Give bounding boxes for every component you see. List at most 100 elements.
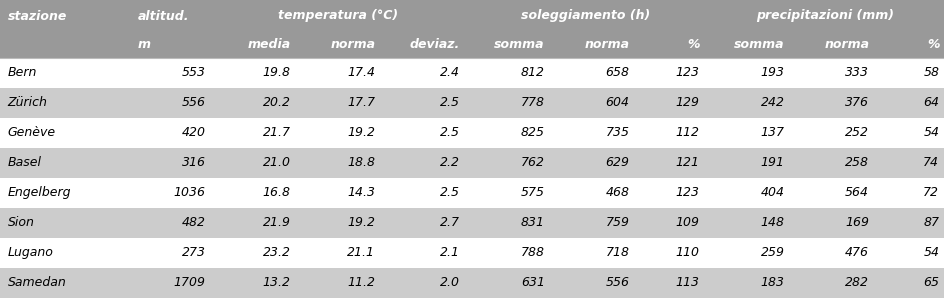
Text: 191: 191 bbox=[760, 156, 784, 170]
Text: temperatura (°C): temperatura (°C) bbox=[278, 10, 398, 23]
Bar bbox=[0, 32, 944, 58]
Text: 825: 825 bbox=[520, 126, 545, 139]
Bar bbox=[0, 88, 944, 118]
Text: 13.2: 13.2 bbox=[262, 277, 290, 289]
Text: 58: 58 bbox=[922, 66, 938, 80]
Text: Bern: Bern bbox=[8, 66, 37, 80]
Text: 420: 420 bbox=[181, 126, 206, 139]
Text: 468: 468 bbox=[605, 187, 629, 199]
Bar bbox=[0, 118, 944, 148]
Text: 129: 129 bbox=[675, 97, 699, 109]
Text: 137: 137 bbox=[760, 126, 784, 139]
Text: 123: 123 bbox=[675, 66, 699, 80]
Text: 718: 718 bbox=[605, 246, 629, 260]
Text: 735: 735 bbox=[605, 126, 629, 139]
Text: Sion: Sion bbox=[8, 217, 34, 229]
Text: 17.4: 17.4 bbox=[346, 66, 375, 80]
Text: 2.5: 2.5 bbox=[440, 126, 460, 139]
Text: 2.2: 2.2 bbox=[440, 156, 460, 170]
Text: 333: 333 bbox=[844, 66, 868, 80]
Bar bbox=[0, 268, 944, 298]
Text: 1036: 1036 bbox=[174, 187, 206, 199]
Text: 21.1: 21.1 bbox=[346, 246, 375, 260]
Text: %: % bbox=[926, 38, 938, 52]
Text: Basel: Basel bbox=[8, 156, 42, 170]
Text: 169: 169 bbox=[844, 217, 868, 229]
Text: 54: 54 bbox=[922, 126, 938, 139]
Text: 2.5: 2.5 bbox=[440, 97, 460, 109]
Text: 123: 123 bbox=[675, 187, 699, 199]
Text: 482: 482 bbox=[181, 217, 206, 229]
Bar bbox=[0, 58, 944, 88]
Text: 556: 556 bbox=[605, 277, 629, 289]
Text: 183: 183 bbox=[760, 277, 784, 289]
Text: 759: 759 bbox=[605, 217, 629, 229]
Text: altitud.: altitud. bbox=[138, 10, 189, 23]
Text: Zürich: Zürich bbox=[8, 97, 47, 109]
Text: Samedan: Samedan bbox=[8, 277, 66, 289]
Text: 252: 252 bbox=[844, 126, 868, 139]
Text: 21.7: 21.7 bbox=[262, 126, 290, 139]
Text: 19.8: 19.8 bbox=[262, 66, 290, 80]
Text: norma: norma bbox=[584, 38, 629, 52]
Text: 631: 631 bbox=[520, 277, 545, 289]
Text: 2.4: 2.4 bbox=[440, 66, 460, 80]
Text: media: media bbox=[247, 38, 290, 52]
Bar bbox=[0, 208, 944, 238]
Text: 2.5: 2.5 bbox=[440, 187, 460, 199]
Text: 282: 282 bbox=[844, 277, 868, 289]
Text: 19.2: 19.2 bbox=[346, 126, 375, 139]
Text: 148: 148 bbox=[760, 217, 784, 229]
Text: %: % bbox=[686, 38, 699, 52]
Text: 65: 65 bbox=[922, 277, 938, 289]
Text: 121: 121 bbox=[675, 156, 699, 170]
Text: 64: 64 bbox=[922, 97, 938, 109]
Text: norma: norma bbox=[329, 38, 375, 52]
Text: 476: 476 bbox=[844, 246, 868, 260]
Bar bbox=[0, 0, 944, 32]
Bar bbox=[0, 178, 944, 208]
Text: 16.8: 16.8 bbox=[262, 187, 290, 199]
Text: 2.1: 2.1 bbox=[440, 246, 460, 260]
Text: m: m bbox=[138, 38, 150, 52]
Text: 376: 376 bbox=[844, 97, 868, 109]
Text: 762: 762 bbox=[520, 156, 545, 170]
Text: 54: 54 bbox=[922, 246, 938, 260]
Text: 258: 258 bbox=[844, 156, 868, 170]
Text: 17.7: 17.7 bbox=[346, 97, 375, 109]
Text: 21.0: 21.0 bbox=[262, 156, 290, 170]
Text: 87: 87 bbox=[922, 217, 938, 229]
Bar bbox=[0, 148, 944, 178]
Text: 575: 575 bbox=[520, 187, 545, 199]
Text: Genève: Genève bbox=[8, 126, 56, 139]
Text: Engelberg: Engelberg bbox=[8, 187, 71, 199]
Text: 553: 553 bbox=[181, 66, 206, 80]
Text: soleggiamento (h): soleggiamento (h) bbox=[520, 10, 649, 23]
Text: 812: 812 bbox=[520, 66, 545, 80]
Text: 19.2: 19.2 bbox=[346, 217, 375, 229]
Text: 11.2: 11.2 bbox=[346, 277, 375, 289]
Text: 23.2: 23.2 bbox=[262, 246, 290, 260]
Text: 110: 110 bbox=[675, 246, 699, 260]
Text: 72: 72 bbox=[922, 187, 938, 199]
Text: 629: 629 bbox=[605, 156, 629, 170]
Text: 113: 113 bbox=[675, 277, 699, 289]
Text: 316: 316 bbox=[181, 156, 206, 170]
Text: 109: 109 bbox=[675, 217, 699, 229]
Text: 658: 658 bbox=[605, 66, 629, 80]
Text: precipitazioni (mm): precipitazioni (mm) bbox=[755, 10, 893, 23]
Text: 21.9: 21.9 bbox=[262, 217, 290, 229]
Text: 1709: 1709 bbox=[174, 277, 206, 289]
Text: 74: 74 bbox=[922, 156, 938, 170]
Text: 273: 273 bbox=[181, 246, 206, 260]
Text: 20.2: 20.2 bbox=[262, 97, 290, 109]
Text: 404: 404 bbox=[760, 187, 784, 199]
Text: 2.0: 2.0 bbox=[440, 277, 460, 289]
Text: 14.3: 14.3 bbox=[346, 187, 375, 199]
Text: stazione: stazione bbox=[8, 10, 67, 23]
Text: 2.7: 2.7 bbox=[440, 217, 460, 229]
Text: Lugano: Lugano bbox=[8, 246, 54, 260]
Text: 556: 556 bbox=[181, 97, 206, 109]
Text: somma: somma bbox=[733, 38, 784, 52]
Text: 831: 831 bbox=[520, 217, 545, 229]
